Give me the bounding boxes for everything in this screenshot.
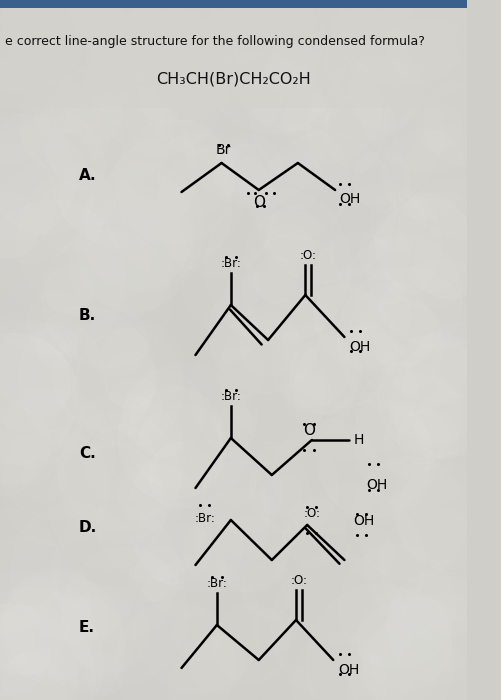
Text: :O:: :O: xyxy=(290,574,307,587)
Text: D.: D. xyxy=(79,521,97,536)
Text: e correct line-angle structure for the following condensed formula?: e correct line-angle structure for the f… xyxy=(5,35,424,48)
Text: :O:: :O: xyxy=(303,507,320,520)
Text: O: O xyxy=(303,423,315,438)
FancyBboxPatch shape xyxy=(0,8,466,108)
Text: OH: OH xyxy=(353,514,374,528)
Text: C.: C. xyxy=(79,445,96,461)
Text: B.: B. xyxy=(79,307,96,323)
Text: OH: OH xyxy=(348,340,370,354)
Text: :Br:: :Br: xyxy=(206,577,227,590)
FancyBboxPatch shape xyxy=(0,0,466,8)
Text: :Br:: :Br: xyxy=(220,257,241,270)
Text: :O:: :O: xyxy=(299,249,316,262)
Text: OH: OH xyxy=(338,192,359,206)
Text: H: H xyxy=(353,433,363,447)
Text: :Br:: :Br: xyxy=(220,390,241,403)
Text: A.: A. xyxy=(79,167,97,183)
Text: CH₃CH(Br)CH₂CO₂H: CH₃CH(Br)CH₂CO₂H xyxy=(156,72,311,87)
Text: Br: Br xyxy=(215,143,230,157)
Text: OH: OH xyxy=(365,478,386,492)
Text: E.: E. xyxy=(79,620,95,636)
Text: O: O xyxy=(253,195,264,210)
Text: :Br:: :Br: xyxy=(194,512,215,524)
Text: OH: OH xyxy=(337,663,358,677)
